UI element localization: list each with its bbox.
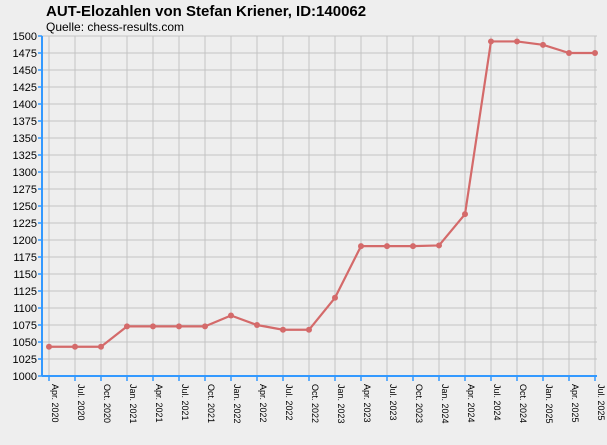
data-point [410,243,416,250]
data-point [384,243,390,250]
data-point [280,326,286,333]
x-tick-label: Jul. 2025 [596,384,606,421]
x-tick-label: Apr. 2023 [362,384,372,423]
data-point [332,294,338,301]
data-point [124,323,130,330]
y-tick-label: 1225 [13,218,37,230]
y-tick-label: 1175 [13,252,37,264]
y-tick-label: 1075 [13,320,37,332]
y-tick-label: 1475 [13,48,37,60]
data-point [72,343,78,350]
x-tick-label: Apr. 2025 [570,384,580,423]
y-tick-label: 1200 [13,235,37,247]
x-tick-label: Oct. 2023 [414,384,424,423]
x-tick-label: Jul. 2021 [180,384,190,421]
x-tick-label: Jan. 2021 [128,384,138,424]
x-tick-label: Oct. 2021 [206,384,216,423]
x-tick-label: Oct. 2024 [518,384,528,423]
data-point [228,312,234,319]
x-tick-label: Jan. 2022 [232,384,242,424]
y-tick-label: 1150 [13,269,37,281]
y-tick-label: 1500 [13,31,37,43]
y-tick-label: 1350 [13,133,37,145]
chart-subtitle: Quelle: chess-results.com [46,20,185,34]
y-tick-label: 1000 [13,371,37,383]
x-tick-label: Apr. 2020 [50,384,60,423]
x-tick-label: Oct. 2022 [310,384,320,423]
y-tick-label: 1025 [13,354,37,366]
x-tick-label: Jan. 2025 [544,384,554,424]
x-tick-label: Apr. 2024 [466,384,476,423]
grid-lines [42,35,597,377]
y-tick-label: 1375 [13,116,37,128]
data-point [150,323,156,330]
y-tick-label: 1425 [13,82,37,94]
y-tick-label: 1275 [13,184,37,196]
y-tick-label: 1400 [13,99,37,111]
x-tick-label: Apr. 2022 [258,384,268,423]
x-axis-ticks: Apr. 2020 Jul. 2020 Oct. 2020 Jan. 2021 Apr.… [48,376,606,424]
x-tick-label: Jul. 2020 [76,384,86,421]
y-tick-label: 1325 [13,150,37,162]
data-point [202,323,208,330]
series-line [49,40,595,348]
chart-title: AUT-Elozahlen von Stefan Kriener, ID:140… [46,3,367,20]
data-point [306,326,312,333]
data-point [488,38,494,45]
data-point [514,38,520,45]
y-tick-label: 1100 [13,303,37,315]
y-tick-label: 1250 [13,201,37,213]
data-point [176,323,182,330]
data-point [540,41,546,48]
x-tick-label: Oct. 2020 [102,384,112,423]
x-tick-label: Jul. 2022 [284,384,294,421]
data-point [254,322,260,328]
data-point [592,50,598,56]
y-tick-label: 1125 [13,286,37,298]
y-tick-label: 1050 [13,337,37,349]
x-tick-label: Apr. 2021 [154,384,164,423]
x-tick-label: Jul. 2024 [492,384,502,421]
y-axis-ticks: 1000 1025 1050 1075 1100 1125 1150 1175 1200 1225… [13,31,42,383]
data-point [46,343,52,350]
x-tick-label: Jan. 2023 [336,384,346,424]
data-point [462,211,468,218]
y-tick-label: 1450 [13,65,37,77]
x-tick-label: Jul. 2023 [388,384,398,421]
y-tick-label: 1300 [13,167,37,179]
data-point [358,243,364,250]
data-point [566,50,572,56]
data-point [436,242,442,249]
data-point [98,343,104,350]
x-tick-label: Jan. 2024 [440,384,450,424]
series-layer [46,38,598,350]
